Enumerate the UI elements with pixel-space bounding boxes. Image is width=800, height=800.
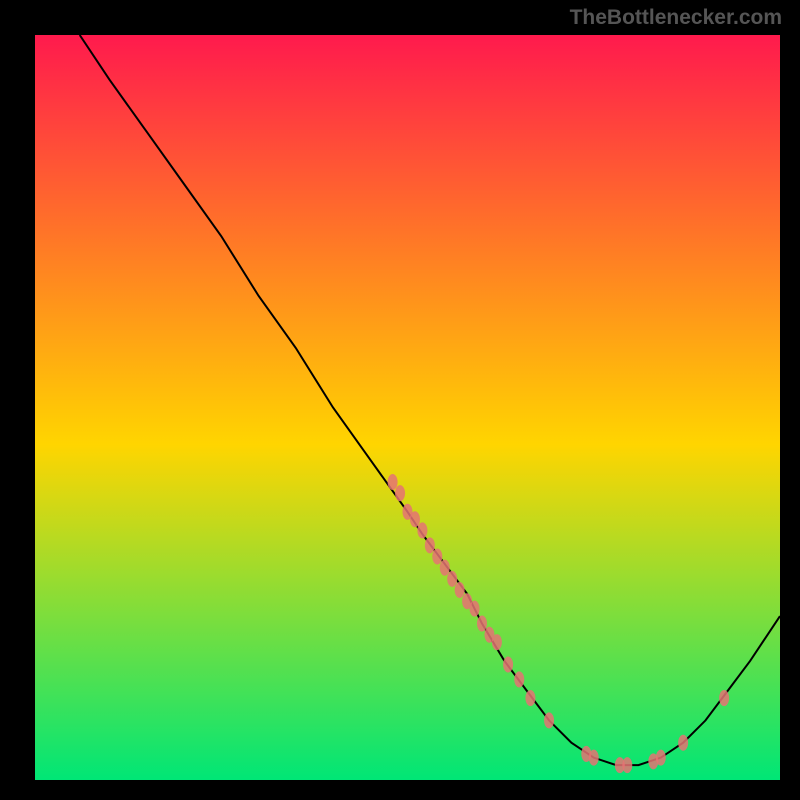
curve-marker [388,474,398,490]
curve-marker [544,712,554,728]
curve-marker [622,757,632,773]
plot-area [35,35,780,780]
watermark-text: TheBottlenecker.com [570,6,782,30]
curve-marker [525,690,535,706]
curve-marker [719,690,729,706]
curve-marker [417,522,427,538]
curve-marker [440,560,450,576]
curve-marker [492,634,502,650]
curve-marker [477,616,487,632]
curve-marker [410,511,420,527]
curve-marker [678,735,688,751]
curve-marker [589,750,599,766]
chart-svg [35,35,780,780]
curve-marker [503,657,513,673]
curve-marker [425,537,435,553]
curve-marker [432,549,442,565]
curve-marker [514,671,524,687]
curve-marker [395,485,405,501]
gradient-background [35,35,780,780]
curve-marker [470,601,480,617]
curve-marker [455,582,465,598]
curve-marker [447,571,457,587]
curve-marker [656,750,666,766]
chart-frame: TheBottlenecker.com [0,0,800,800]
